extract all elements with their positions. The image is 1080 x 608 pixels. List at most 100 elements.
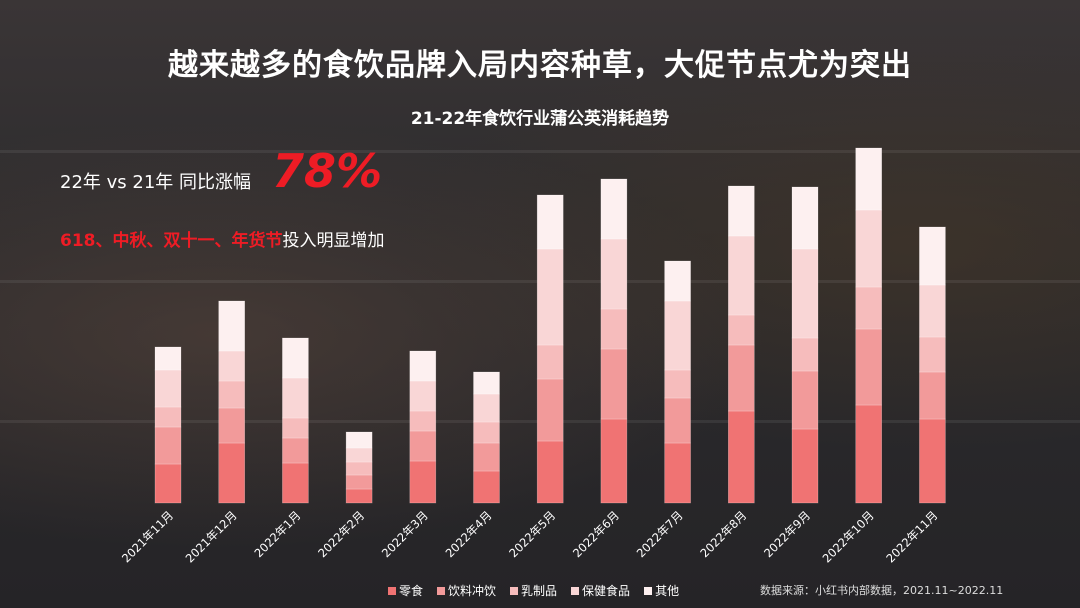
bar-segment-4-1 xyxy=(345,488,373,504)
bar-segment-1-5 xyxy=(154,346,182,371)
legend-item: 乳制品 xyxy=(510,582,557,599)
bar-segment-3-4 xyxy=(282,377,309,419)
bar-segment-6-1 xyxy=(473,470,500,504)
x-tick-label: 2022年2月 xyxy=(315,508,367,560)
yoy-label: 22年 vs 21年 同比涨幅 xyxy=(60,172,252,193)
bar-segment-5-3 xyxy=(409,410,437,432)
bar-segment-1-3 xyxy=(154,406,182,428)
x-tick-label: 2022年3月 xyxy=(379,508,431,560)
bar-segment-11-1 xyxy=(791,428,819,504)
bar-segment-3-5 xyxy=(282,337,309,379)
bar-segment-5-5 xyxy=(409,350,437,382)
bar-segment-12-1 xyxy=(855,404,883,504)
page-title: 越来越多的食饮品牌入局内容种草，大促节点尤为突出 xyxy=(168,48,912,83)
yoy-value: 78% xyxy=(272,144,383,198)
bar-segment-11-4 xyxy=(791,248,819,339)
bar-segment-12-2 xyxy=(855,328,883,406)
bar-segment-10-1 xyxy=(727,410,755,504)
festival-note-text: 投入明显增加 xyxy=(282,231,385,251)
bar-segment-3-1 xyxy=(282,462,309,504)
festival-note: 618、中秋、双十一、年货节投入明显增加 xyxy=(60,226,385,251)
bar-segment-4-5 xyxy=(345,431,373,449)
legend-item: 保健食品 xyxy=(571,582,630,599)
bar-segment-8-1 xyxy=(600,418,628,504)
bar-segment-9-4 xyxy=(664,300,691,371)
x-tick-label: 2021年12月 xyxy=(183,508,240,565)
bar-segment-7-5 xyxy=(536,194,564,250)
x-tick-label: 2022年9月 xyxy=(761,508,813,560)
x-tick-label: 2022年10月 xyxy=(820,508,877,565)
bar-segment-3-2 xyxy=(282,437,309,464)
bar-segment-2-5 xyxy=(218,300,245,352)
bar-segment-10-5 xyxy=(727,185,755,237)
bar-segment-4-2 xyxy=(345,474,373,490)
bar-segment-9-2 xyxy=(664,397,691,444)
legend-swatch xyxy=(510,586,519,595)
x-tick-label: 2022年5月 xyxy=(506,508,558,560)
legend-item: 饮料冲饮 xyxy=(437,582,496,599)
bar-segment-1-4 xyxy=(154,369,182,408)
x-tick-label: 2021年11月 xyxy=(119,508,176,565)
legend-label: 保健食品 xyxy=(582,584,631,598)
bar-segment-8-2 xyxy=(600,348,628,420)
bar-segment-9-5 xyxy=(664,260,691,302)
bar-segment-1-2 xyxy=(154,426,182,465)
bar-segment-6-3 xyxy=(473,421,500,444)
bar-segment-10-3 xyxy=(727,314,755,346)
bar-segment-6-5 xyxy=(473,371,500,395)
legend-label: 饮料冲饮 xyxy=(448,584,497,598)
x-tick-label: 2022年1月 xyxy=(251,508,303,560)
bar-segment-7-3 xyxy=(536,344,564,380)
bar-segment-13-4 xyxy=(919,284,946,338)
chart-title: 21-22年食饮行业蒲公英消耗趋势 xyxy=(410,109,670,129)
bar-segment-11-5 xyxy=(791,186,819,250)
x-tick-label: 2022年6月 xyxy=(570,508,622,560)
bar-segment-13-2 xyxy=(919,371,946,420)
bar-segment-5-2 xyxy=(409,430,437,462)
bar-segment-6-2 xyxy=(473,442,500,472)
bar-segment-8-4 xyxy=(600,238,628,310)
bar-segment-2-3 xyxy=(218,380,245,409)
bar-segment-4-3 xyxy=(345,461,373,476)
bar-segment-8-3 xyxy=(600,308,628,350)
bar-segment-5-1 xyxy=(409,460,437,504)
legend-swatch xyxy=(437,586,446,595)
bar-segment-12-4 xyxy=(855,209,883,288)
chart-legend: 零食 饮料冲饮 乳制品 保健食品 其他 xyxy=(388,582,679,599)
festival-names: 618、中秋、双十一、年货节 xyxy=(60,231,283,251)
bar-segment-13-5 xyxy=(919,226,946,286)
bar-segment-7-4 xyxy=(536,248,564,346)
legend-label: 乳制品 xyxy=(521,584,558,598)
x-tick-label: 2022年7月 xyxy=(634,508,686,560)
bar-segment-2-1 xyxy=(218,442,245,504)
bar-segment-1-1 xyxy=(154,463,182,504)
bar-segment-5-4 xyxy=(409,380,437,412)
bar-segment-6-4 xyxy=(473,393,500,423)
legend-swatch xyxy=(644,586,653,595)
legend-swatch xyxy=(571,586,580,595)
legend-item: 零食 xyxy=(388,582,423,599)
bar-segment-10-4 xyxy=(727,235,755,316)
legend-label: 其他 xyxy=(655,584,680,598)
bar-segment-3-3 xyxy=(282,417,309,439)
x-tick-label: 2022年4月 xyxy=(443,508,495,560)
x-tick-label: 2022年8月 xyxy=(697,508,749,560)
bar-segment-12-3 xyxy=(855,286,883,330)
bar-segment-11-2 xyxy=(791,370,819,430)
bar-segment-10-2 xyxy=(727,344,755,412)
bar-segment-2-4 xyxy=(218,350,245,382)
legend-item: 其他 xyxy=(644,582,679,599)
bar-segment-8-5 xyxy=(600,178,628,240)
legend-label: 零食 xyxy=(399,584,424,598)
bar-segment-9-1 xyxy=(664,442,691,504)
bar-segment-2-2 xyxy=(218,407,245,444)
bar-segment-13-3 xyxy=(919,336,946,373)
bar-segment-13-1 xyxy=(919,418,946,504)
bar-segment-7-1 xyxy=(536,440,564,504)
x-tick-label: 2022年11月 xyxy=(883,508,940,565)
data-source-note: 数据来源：小红书内部数据，2021.11~2022.11 xyxy=(760,584,1004,597)
bar-segment-4-4 xyxy=(345,447,373,463)
bar-segment-7-2 xyxy=(536,378,564,442)
bar-segment-11-3 xyxy=(791,337,819,372)
